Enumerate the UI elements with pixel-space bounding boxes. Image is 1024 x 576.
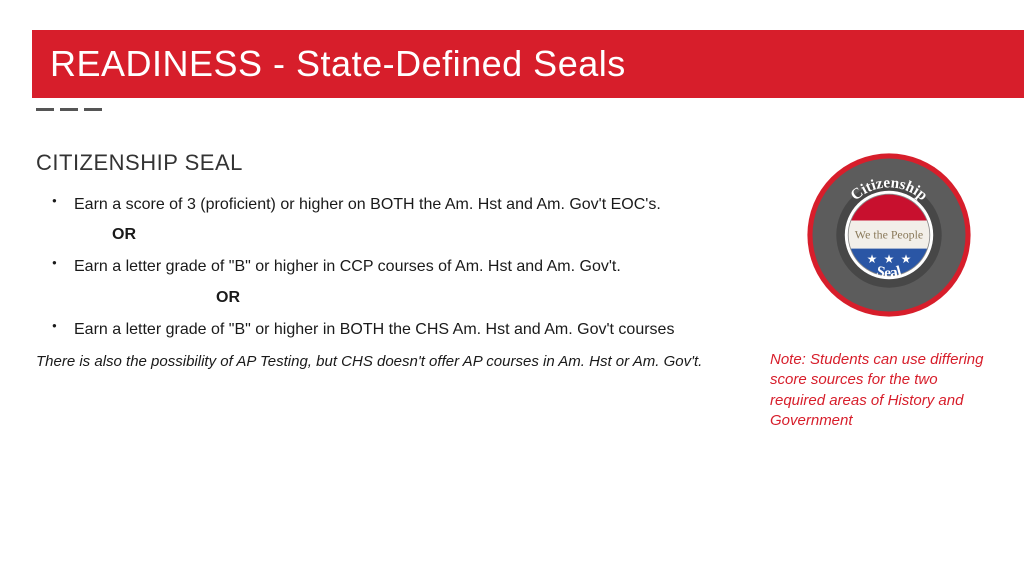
slide: READINESS - State-Defined Seals CITIZENS… [0,0,1024,576]
list-item: Earn a letter grade of "B" or higher in … [36,256,716,278]
dash [60,108,78,111]
or-separator: OR [36,289,716,307]
svg-text:★: ★ [884,252,895,266]
svg-text:Seal: Seal [875,263,904,282]
list-item: Earn a letter grade of "B" or higher in … [36,319,716,341]
citizenship-seal-icon: We the People ★ ★ ★ Citizenship Seal [804,150,974,320]
or-separator: OR [36,226,716,244]
seal-center-text: We the People [855,227,923,241]
footnote: There is also the possibility of AP Test… [36,353,716,370]
subtitle: CITIZENSHIP SEAL [36,150,716,176]
list-item: Earn a score of 3 (proficient) or higher… [36,194,716,216]
title-bar: READINESS - State-Defined Seals [32,30,1024,98]
dash-divider [36,108,102,111]
side-note: Note: Students can use differing score s… [770,350,990,431]
svg-text:★: ★ [901,252,912,266]
dash [36,108,54,111]
dash [84,108,102,111]
requirement-list: Earn a score of 3 (proficient) or higher… [36,194,716,341]
seal-graphic: We the People ★ ★ ★ Citizenship Seal [794,150,984,325]
seal-bottom-text: Seal [875,263,904,282]
svg-text:★: ★ [867,252,878,266]
content-area: CITIZENSHIP SEAL Earn a score of 3 (prof… [36,150,716,370]
slide-title: READINESS - State-Defined Seals [50,43,626,85]
